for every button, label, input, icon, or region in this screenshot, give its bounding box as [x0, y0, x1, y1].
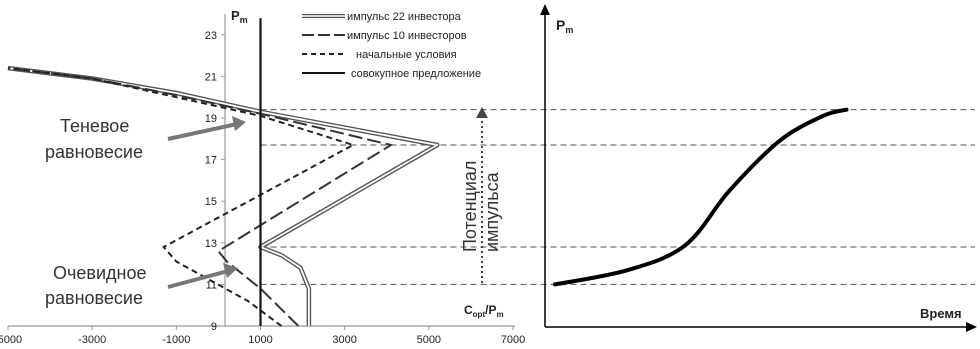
x-tick-label: -5000 — [0, 334, 22, 346]
impulse-potential: Потенциал импульса — [460, 107, 502, 286]
legend-entry: импульс 22 инвестора — [302, 11, 462, 23]
series-line-inner — [7, 67, 439, 326]
x-tick-label: -1000 — [162, 334, 190, 346]
legend-entry: совокупное предложение — [302, 68, 481, 80]
left-x-ticks: -5000 -3000 -1000 1000 3000 5000 7000 — [0, 326, 525, 346]
right-x-axis-arrowhead — [966, 322, 977, 332]
right-series — [553, 107, 849, 287]
legend: импульс 22 инвестора импульс 10 инвестор… — [302, 11, 481, 80]
annotation-shadow-line2: равновесие — [45, 142, 143, 162]
right-y-axis-title: Pm — [556, 17, 573, 35]
impulse-arrowhead — [476, 107, 488, 118]
y-tick-label: 15 — [205, 196, 217, 208]
annotation-shadow-arrowhead — [232, 116, 246, 131]
x-tick-label: 7000 — [501, 334, 525, 346]
annotation-obvious-line2: равновесие — [45, 288, 143, 308]
right-chart: Pm Время — [540, 4, 977, 332]
y-tick-label: 19 — [205, 113, 217, 125]
annotation-obvious-arrowhead — [223, 263, 238, 278]
x-tick-label: 1000 — [248, 334, 272, 346]
annotation-obvious-arrow — [167, 269, 229, 289]
annotation-shadow-line1: Теневое — [60, 116, 129, 136]
y-tick-label: 21 — [205, 71, 217, 83]
y-tick-label: 9 — [211, 321, 217, 333]
annotation-shadow-equilibrium: Теневое равновесие — [45, 116, 246, 162]
left-chart: 9 11 13 15 17 19 21 23 -5000 -3000 -1000 1000 3000 5… — [0, 8, 525, 346]
impulse-label-line2: импульса — [482, 171, 502, 252]
y-tick-label: 17 — [205, 155, 217, 167]
legend-label: импульс 10 инвесторов — [347, 30, 467, 42]
left-x-axis-title: Copt/Pm — [464, 303, 504, 319]
time-series-curve — [553, 107, 849, 287]
legend-entry: начальные условия — [302, 49, 457, 61]
x-tick-label: 5000 — [417, 334, 441, 346]
legend-label: совокупное предложение — [351, 68, 481, 80]
left-series — [7, 18, 440, 327]
reference-lines — [260, 109, 975, 285]
series-line — [7, 67, 394, 327]
left-y-axis-title: Pm — [231, 8, 248, 25]
y-tick-label: 23 — [205, 30, 217, 42]
annotation-obvious-line1: Очевидное — [53, 263, 146, 283]
impulse-label-line1: Потенциал — [460, 161, 480, 252]
legend-label: импульс 22 инвестора — [347, 11, 462, 23]
annotation-shadow-arrow — [167, 122, 238, 141]
y-tick-label: 11 — [206, 279, 217, 291]
left-y-ticks: 9 11 13 15 17 19 21 23 — [205, 30, 225, 333]
right-x-axis-title: Время — [920, 306, 962, 321]
annotation-obvious-equilibrium: Очевидное равновесие — [45, 263, 238, 308]
legend-label: начальные условия — [356, 49, 457, 61]
x-tick-label: 3000 — [332, 334, 356, 346]
y-tick-label: 13 — [205, 238, 217, 250]
legend-entry: импульс 10 инвесторов — [302, 30, 467, 42]
x-tick-label: -3000 — [78, 334, 106, 346]
right-y-axis-arrowhead — [540, 4, 550, 15]
